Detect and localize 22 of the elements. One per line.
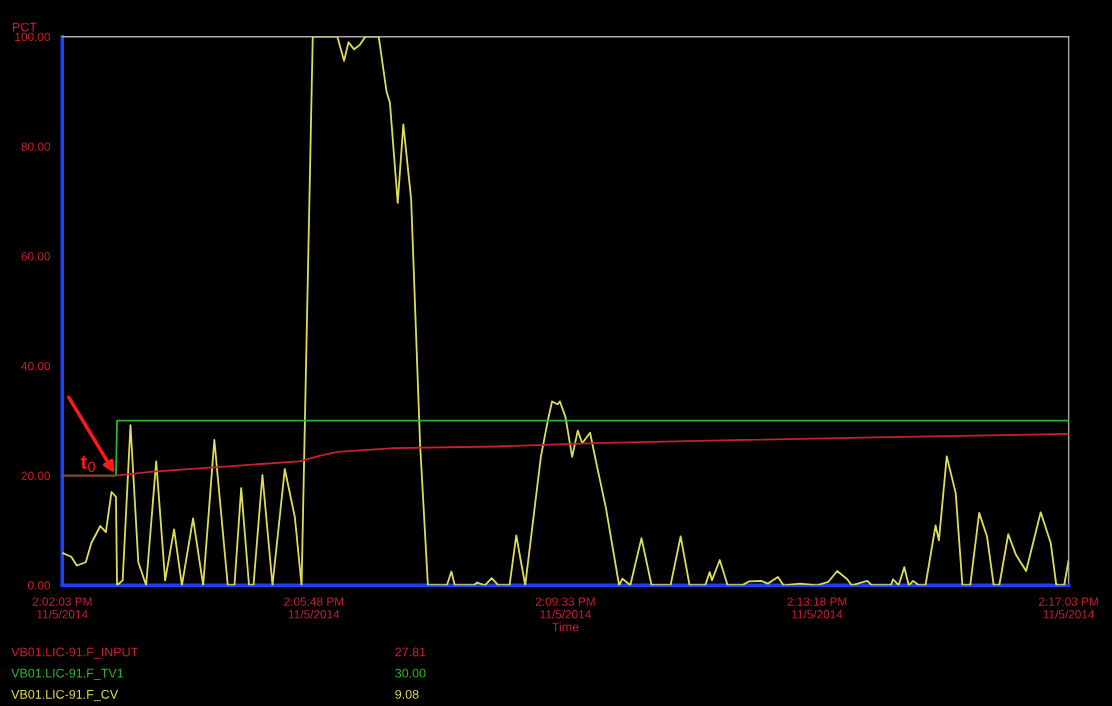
x-tick-label: 2:13:18 PM 11/5/2014 bbox=[787, 597, 847, 619]
y-tick-label: 20.00 bbox=[21, 471, 51, 480]
x-tick-label: 2:09:33 PM 11/5/2014 bbox=[535, 597, 595, 619]
text: 30.00 bbox=[395, 668, 426, 678]
text: VB01.LIC-91.F_CV bbox=[11, 689, 119, 702]
text: 27.81 bbox=[395, 647, 426, 657]
y-axis-title: PCT bbox=[12, 22, 37, 32]
text: VB01.LIC-91.F_TV1 bbox=[11, 668, 124, 680]
x-axis-title: Time bbox=[552, 622, 579, 632]
line-series bbox=[62, 36, 1069, 586]
line-series bbox=[62, 432, 1069, 477]
y-tick-label: 80.00 bbox=[21, 142, 51, 151]
y-tick-label: 60.00 bbox=[21, 252, 51, 261]
annotation: t$_{0}$ bbox=[80, 455, 95, 472]
y-tick-label: 40.00 bbox=[21, 361, 51, 371]
y-tick-label: 100.00 bbox=[15, 32, 51, 42]
text: 9.08 bbox=[395, 689, 419, 699]
text: VB01.LIC-91.F_INPUT bbox=[11, 647, 138, 659]
y-tick-label: 0.00 bbox=[27, 581, 51, 590]
x-tick-label: 2:17:03 PM 11/5/2014 bbox=[1039, 597, 1098, 619]
x-tick-label: 2:02:03 PM 11/5/2014 bbox=[32, 597, 92, 619]
x-tick-label: 2:05:48 PM 11/5/2014 bbox=[284, 597, 344, 619]
